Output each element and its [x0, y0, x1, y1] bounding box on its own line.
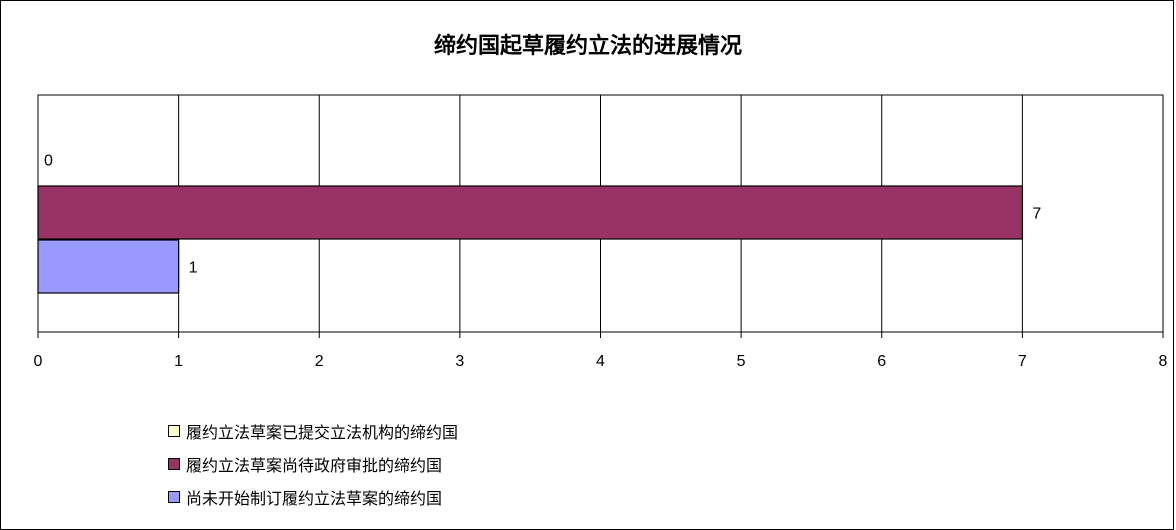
data-labels: 0 7 1: [44, 153, 1041, 277]
data-label: 7: [1032, 206, 1041, 223]
legend-swatch-submitted: [168, 424, 180, 437]
x-axis: 0 1 2 3 4 5 6 7 8: [34, 332, 1168, 370]
x-tick-label: 5: [737, 353, 746, 370]
legend-label: 履约立法草案尚待政府审批的缔约国: [186, 455, 443, 475]
legend-item: 尚未开始制订履约立法草案的缔约国: [168, 480, 458, 513]
data-label: 1: [189, 260, 198, 277]
chart-title: 缔约国起草履约立法的进展情况: [433, 33, 742, 58]
plot-area: 0 1 2 3 4 5 6 7 8 0 7 1: [34, 94, 1168, 370]
legend-label: 履约立法草案已提交立法机构的缔约国: [186, 422, 459, 442]
x-tick-label: 8: [1159, 353, 1168, 370]
data-label: 0: [44, 153, 53, 170]
legend-swatch-pending: [168, 457, 180, 470]
x-tick-label: 6: [877, 353, 886, 370]
x-tick-label: 4: [596, 353, 605, 370]
legend-label: 尚未开始制订履约立法草案的缔约国: [186, 488, 443, 508]
x-tick-label: 1: [174, 353, 183, 370]
x-tick-label: 2: [315, 353, 324, 370]
legend-swatch-not-started: [168, 490, 180, 503]
legend-item: 履约立法草案已提交立法机构的缔约国: [168, 414, 458, 447]
bars: [37, 185, 1023, 294]
x-tick-label: 7: [1018, 353, 1027, 370]
x-tick-label: 3: [455, 353, 464, 370]
legend: 履约立法草案已提交立法机构的缔约国 履约立法草案尚待政府审批的缔约国 尚未开始制…: [168, 414, 458, 513]
bar: [37, 239, 180, 294]
bar: [37, 185, 1023, 240]
x-tick-label: 0: [34, 353, 43, 370]
legend-item: 履约立法草案尚待政府审批的缔约国: [168, 447, 458, 480]
